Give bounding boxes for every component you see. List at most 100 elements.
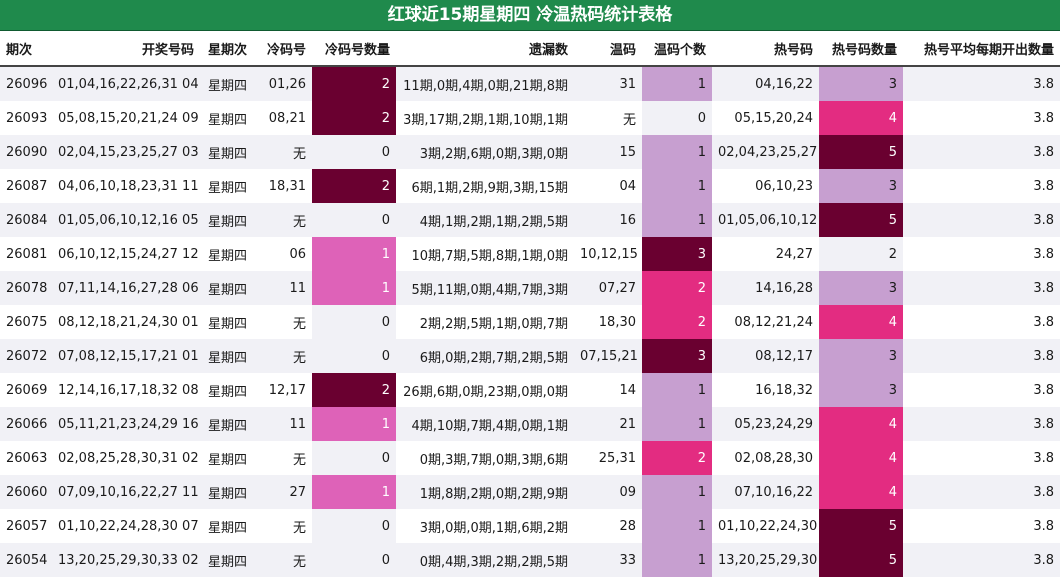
cell-missing: 0期,3期,7期,0期,3期,6期 <box>396 441 574 475</box>
table-title: 红球近15期星期四 冷温热码统计表格 <box>0 0 1060 31</box>
cell-hot-count: 4 <box>819 407 903 441</box>
cell-hot-avg: 3.8 <box>903 441 1060 475</box>
cell-hot-avg: 3.8 <box>903 509 1060 543</box>
cell-cold-count: 1 <box>312 475 396 509</box>
cell-hot-avg: 3.8 <box>903 66 1060 101</box>
cell-warm-count: 2 <box>642 271 712 305</box>
cell-missing: 26期,6期,0期,23期,0期,0期 <box>396 373 574 407</box>
table-row: 26054 13,20,25,29,30,33 02 星期四无 0 0期,4期,3期,2… <box>0 543 1060 577</box>
cell-period: 26060 <box>0 475 52 509</box>
table-row: 26084 01,05,06,10,12,16 05 星期四无 0 4期,1期,2期,1… <box>0 203 1060 237</box>
header-hot-avg[interactable]: 热号平均每期开出数量 <box>903 31 1060 67</box>
cell-warm-count: 1 <box>642 475 712 509</box>
cell-missing: 4期,10期,7期,4期,0期,1期 <box>396 407 574 441</box>
header-warm-count[interactable]: 温码个数 <box>642 31 712 67</box>
cell-missing: 3期,0期,0期,1期,6期,2期 <box>396 509 574 543</box>
header-cold-count[interactable]: 冷码号数量 <box>312 31 396 67</box>
cell-warm: 07,27 <box>574 271 642 305</box>
cell-period: 26057 <box>0 509 52 543</box>
cell-hot-avg: 3.8 <box>903 135 1060 169</box>
cell-weekday: 星期四 <box>200 135 255 169</box>
cell-period: 26069 <box>0 373 52 407</box>
cell-warm: 无 <box>574 101 642 135</box>
cell-cold-count: 0 <box>312 543 396 577</box>
cell-cold: 无 <box>255 543 312 577</box>
cell-numbers: 06,10,12,15,24,27 12 <box>52 237 200 271</box>
cell-missing: 3期,17期,2期,1期,10期,1期 <box>396 101 574 135</box>
cell-hot-count: 3 <box>819 339 903 373</box>
cell-cold: 11 <box>255 271 312 305</box>
header-hot-count[interactable]: 热号码数量 <box>819 31 903 67</box>
cell-weekday: 星期四 <box>200 441 255 475</box>
cell-period: 26072 <box>0 339 52 373</box>
cell-hot: 08,12,21,24 <box>712 305 819 339</box>
cell-warm: 07,15,21 <box>574 339 642 373</box>
cell-weekday: 星期四 <box>200 271 255 305</box>
cell-hot: 02,04,23,25,27 <box>712 135 819 169</box>
cell-missing: 1期,8期,2期,0期,2期,9期 <box>396 475 574 509</box>
cell-period: 26054 <box>0 543 52 577</box>
cell-cold: 无 <box>255 135 312 169</box>
cell-warm-count: 1 <box>642 509 712 543</box>
cell-warm: 09 <box>574 475 642 509</box>
table-row: 26090 02,04,15,23,25,27 03 星期四无 0 3期,2期,6期,0… <box>0 135 1060 169</box>
cell-numbers: 02,04,15,23,25,27 03 <box>52 135 200 169</box>
cell-cold-count: 2 <box>312 169 396 203</box>
cell-warm: 18,30 <box>574 305 642 339</box>
cell-cold: 11 <box>255 407 312 441</box>
cell-warm: 15 <box>574 135 642 169</box>
cell-hot: 16,18,32 <box>712 373 819 407</box>
cell-warm: 33 <box>574 543 642 577</box>
header-missing[interactable]: 遗漏数 <box>396 31 574 67</box>
cell-weekday: 星期四 <box>200 509 255 543</box>
cell-period: 26087 <box>0 169 52 203</box>
cell-warm: 14 <box>574 373 642 407</box>
cell-hot: 08,12,17 <box>712 339 819 373</box>
cell-numbers: 01,05,06,10,12,16 05 <box>52 203 200 237</box>
cell-cold: 无 <box>255 339 312 373</box>
cell-hot-count: 4 <box>819 475 903 509</box>
cell-weekday: 星期四 <box>200 407 255 441</box>
cell-cold: 无 <box>255 305 312 339</box>
cell-period: 26084 <box>0 203 52 237</box>
cell-cold: 27 <box>255 475 312 509</box>
cell-cold-count: 0 <box>312 135 396 169</box>
cell-numbers: 04,06,10,18,23,31 11 <box>52 169 200 203</box>
cell-hot-count: 3 <box>819 271 903 305</box>
cell-missing: 4期,1期,2期,1期,2期,5期 <box>396 203 574 237</box>
header-cold[interactable]: 冷码号 <box>255 31 312 67</box>
cell-warm-count: 3 <box>642 237 712 271</box>
cell-missing: 6期,1期,2期,9期,3期,15期 <box>396 169 574 203</box>
header-period[interactable]: 期次 <box>0 31 52 67</box>
cell-warm: 31 <box>574 66 642 101</box>
cell-missing: 0期,4期,3期,2期,2期,5期 <box>396 543 574 577</box>
cell-hot-avg: 3.8 <box>903 305 1060 339</box>
cell-hot-avg: 3.8 <box>903 407 1060 441</box>
header-weekday[interactable]: 星期次 <box>200 31 255 67</box>
cell-period: 26066 <box>0 407 52 441</box>
cell-warm-count: 1 <box>642 407 712 441</box>
cell-hot: 06,10,23 <box>712 169 819 203</box>
cell-hot-count: 5 <box>819 203 903 237</box>
cell-numbers: 13,20,25,29,30,33 02 <box>52 543 200 577</box>
cell-period: 26063 <box>0 441 52 475</box>
header-hot[interactable]: 热号码 <box>712 31 819 67</box>
table-row: 26096 01,04,16,22,26,31 04 星期四 01,26 2 11期,0期… <box>0 66 1060 101</box>
cell-cold: 18,31 <box>255 169 312 203</box>
cell-hot-count: 4 <box>819 441 903 475</box>
header-numbers[interactable]: 开奖号码 <box>52 31 200 67</box>
cell-weekday: 星期四 <box>200 203 255 237</box>
header-warm[interactable]: 温码 <box>574 31 642 67</box>
cell-hot: 14,16,28 <box>712 271 819 305</box>
cell-cold-count: 0 <box>312 305 396 339</box>
cell-hot: 13,20,25,29,30 <box>712 543 819 577</box>
cell-period: 26078 <box>0 271 52 305</box>
cell-missing: 3期,2期,6期,0期,3期,0期 <box>396 135 574 169</box>
cell-weekday: 星期四 <box>200 305 255 339</box>
cell-warm: 10,12,15 <box>574 237 642 271</box>
cell-cold-count: 2 <box>312 101 396 135</box>
cell-hot: 02,08,28,30 <box>712 441 819 475</box>
cell-weekday: 星期四 <box>200 169 255 203</box>
cell-hot-avg: 3.8 <box>903 203 1060 237</box>
cell-cold: 06 <box>255 237 312 271</box>
